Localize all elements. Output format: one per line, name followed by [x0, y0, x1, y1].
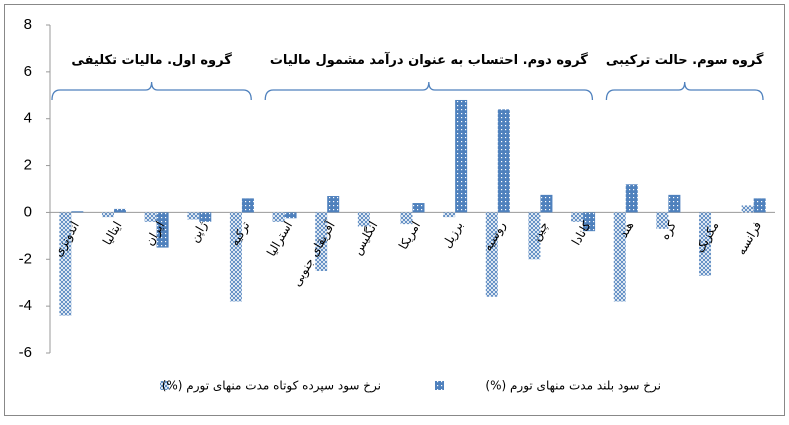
bar: [583, 212, 596, 232]
bar: [272, 212, 285, 222]
group-label: گروه سوم. حالت ترکیبی: [606, 52, 764, 68]
x-tick-label: مکزیک: [693, 219, 723, 256]
y-tick-label: -2: [19, 250, 32, 267]
legend-label: نرخ سود سپرده کوتاه مدت منهای تورم (%): [162, 379, 381, 394]
y-tick-label: 4: [24, 110, 32, 127]
bar: [284, 212, 297, 219]
group-brace: [51, 81, 252, 101]
bar: [229, 212, 242, 302]
group-brace: [264, 81, 594, 101]
bar: [101, 212, 114, 218]
bar: [156, 212, 169, 248]
legend-swatch: [160, 381, 169, 390]
group-label: گروه اول. مالیات تکلیفی: [71, 52, 232, 68]
x-tick-label: روسیه: [480, 219, 509, 254]
group-brace: [605, 81, 764, 101]
bar: [528, 212, 541, 260]
y-tick-label: -4: [19, 297, 32, 314]
x-tick-label: آفریقای جنوبی: [289, 218, 339, 289]
x-tick-label: انگلیس: [350, 219, 381, 258]
bar: [656, 212, 669, 229]
bar: [485, 212, 498, 297]
bar: [540, 194, 553, 213]
x-tick-label: استرالیا: [264, 219, 296, 259]
bar: [412, 203, 425, 213]
group-label: گروه دوم. احتساب به عنوان درآمد مشمول ما…: [270, 51, 588, 68]
bar: [455, 99, 468, 213]
y-tick-label: -6: [19, 344, 32, 361]
y-tick-label: 8: [24, 16, 32, 33]
chart-border: [4, 4, 785, 416]
bar: [199, 212, 212, 222]
legend-swatch: [435, 381, 444, 390]
bar: [315, 212, 328, 271]
x-tick-label: ژاپن: [187, 219, 211, 245]
bar: [241, 198, 254, 213]
x-tick-label: برزیل: [440, 219, 467, 251]
x-tick-label: امریکا: [396, 219, 424, 252]
bar: [625, 184, 638, 213]
bar: [71, 211, 84, 213]
x-tick-label: فرانسه: [734, 219, 765, 258]
x-tick-label: ایتالیا: [100, 219, 125, 248]
bar: [357, 212, 370, 227]
bar: [613, 212, 626, 302]
bar: [668, 194, 681, 213]
bar: [571, 212, 584, 222]
bar: [327, 196, 340, 213]
bar: [753, 198, 766, 213]
bar: [113, 208, 126, 213]
y-tick-label: 0: [24, 203, 32, 220]
bar: [144, 212, 157, 222]
bar: [59, 212, 72, 316]
bar: [443, 212, 456, 218]
y-tick-label: 2: [24, 157, 32, 174]
y-tick-label: 6: [24, 63, 32, 80]
bar: [699, 212, 712, 276]
bar: [497, 109, 510, 213]
bar: [187, 212, 200, 220]
legend-label: نرخ سود بلند مدت منهای تورم (%): [485, 379, 661, 394]
bar: [741, 205, 754, 213]
bar: [400, 212, 413, 225]
